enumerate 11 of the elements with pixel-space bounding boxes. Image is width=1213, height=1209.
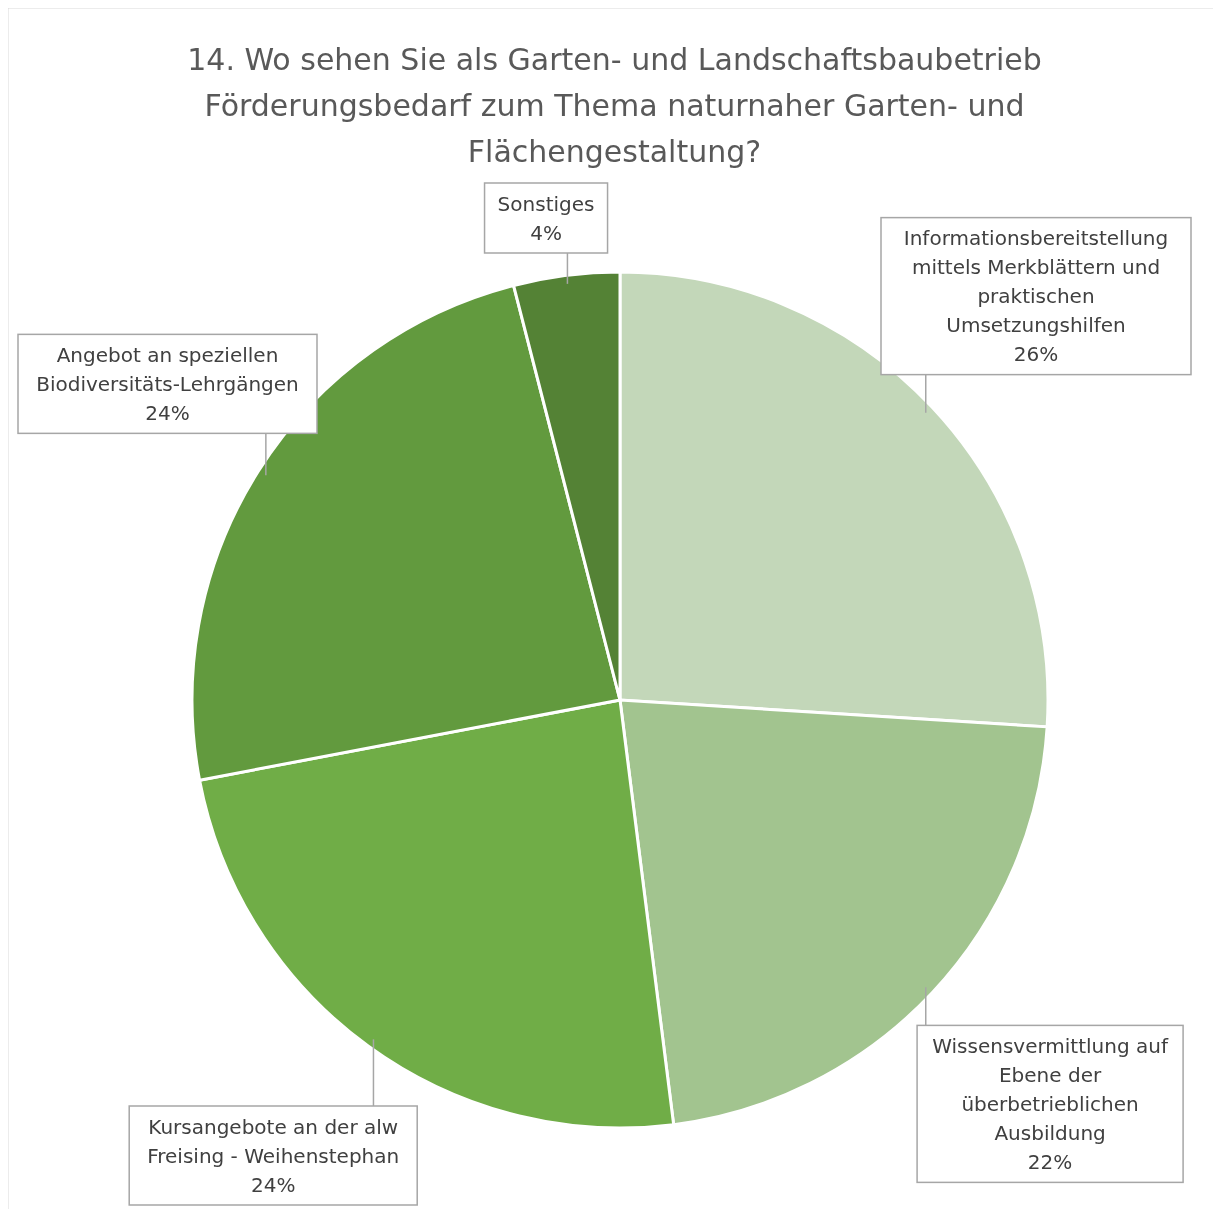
chart-title: 14. Wo sehen Sie als Garten- und Landschaftsbaubetrieb Förderungsbedarf zum Thema naturnaher Garten- und Flächengestaltung? — [187, 42, 1042, 169]
slice-label: Informationsbereitstellung mittels Merkblättern und praktischen Umsetzungshilfen — [903, 226, 1169, 338]
data-label: 24% — [145, 401, 190, 426]
data-label: 24% — [250, 1172, 296, 1197]
data-label: 4% — [530, 220, 562, 245]
slice-label: Wissensvermittlung auf Ebene der überbetrieblichen Ausbildung — [932, 1034, 1169, 1146]
slice-label: Sonstiges — [497, 191, 595, 216]
data-label: 22% — [1027, 1150, 1073, 1175]
slice-label: Angebot an speziellen Biodiversitäts-Lehrgängen — [36, 343, 299, 397]
data-label: 26% — [1013, 342, 1059, 367]
slice-label: Kursangebote an der alw Freising - Weihenstephan — [147, 1114, 400, 1168]
